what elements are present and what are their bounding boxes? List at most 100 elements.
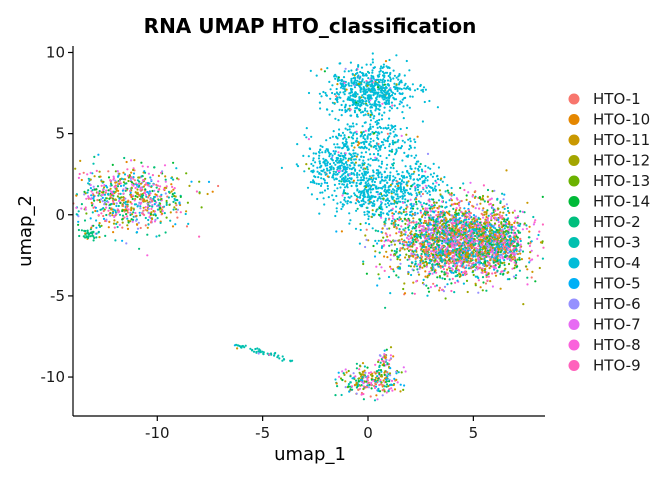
data-point bbox=[358, 195, 361, 199]
data-point bbox=[362, 90, 365, 93]
data-point bbox=[448, 193, 451, 196]
data-point bbox=[122, 199, 125, 202]
data-point bbox=[362, 260, 365, 263]
data-point bbox=[526, 276, 529, 279]
data-point bbox=[326, 184, 329, 188]
data-point bbox=[77, 210, 80, 213]
data-point bbox=[324, 173, 327, 176]
data-point bbox=[363, 142, 366, 146]
data-point bbox=[445, 271, 448, 274]
data-point bbox=[103, 199, 106, 202]
data-point bbox=[414, 262, 417, 265]
data-point bbox=[486, 188, 490, 192]
data-point bbox=[366, 84, 369, 87]
data-point bbox=[384, 203, 387, 206]
data-point bbox=[349, 153, 353, 156]
data-point bbox=[450, 192, 453, 195]
data-point bbox=[160, 198, 163, 201]
data-point bbox=[334, 77, 337, 80]
data-point bbox=[333, 183, 336, 186]
data-point bbox=[500, 216, 503, 219]
data-point bbox=[380, 162, 383, 165]
data-point bbox=[393, 239, 396, 242]
data-point bbox=[371, 131, 374, 134]
data-point bbox=[144, 177, 147, 180]
data-point bbox=[303, 133, 306, 137]
data-point bbox=[110, 184, 113, 187]
data-point bbox=[360, 199, 363, 202]
data-point bbox=[400, 231, 403, 234]
data-point bbox=[407, 246, 410, 249]
data-point bbox=[336, 187, 339, 190]
data-point bbox=[92, 206, 95, 209]
data-point bbox=[458, 226, 461, 230]
data-point bbox=[367, 202, 370, 205]
data-point bbox=[89, 171, 92, 174]
data-point bbox=[458, 260, 461, 263]
data-point bbox=[124, 182, 127, 185]
data-point bbox=[434, 285, 437, 288]
data-point bbox=[404, 96, 407, 99]
data-point bbox=[472, 217, 475, 220]
data-point bbox=[327, 196, 330, 199]
data-point bbox=[455, 218, 458, 221]
data-point bbox=[431, 263, 434, 266]
data-point bbox=[163, 164, 167, 167]
data-point bbox=[354, 72, 357, 76]
data-point bbox=[340, 152, 343, 155]
data-point bbox=[392, 143, 395, 146]
data-point bbox=[379, 67, 382, 70]
data-point bbox=[312, 159, 315, 162]
data-point bbox=[404, 191, 407, 194]
data-point bbox=[454, 215, 457, 218]
data-point bbox=[112, 222, 116, 225]
data-point bbox=[389, 128, 392, 131]
data-point bbox=[406, 247, 409, 250]
data-point bbox=[422, 86, 426, 89]
data-point bbox=[337, 151, 340, 154]
data-point bbox=[472, 231, 475, 234]
data-point bbox=[388, 145, 391, 148]
data-point bbox=[459, 206, 462, 210]
cell-cluster bbox=[332, 108, 419, 175]
data-point bbox=[89, 187, 92, 190]
data-point bbox=[419, 84, 422, 88]
data-point bbox=[534, 219, 537, 222]
data-point bbox=[116, 185, 120, 188]
data-point bbox=[424, 253, 427, 256]
data-point bbox=[419, 201, 422, 204]
data-point bbox=[377, 159, 380, 162]
data-point bbox=[427, 254, 430, 258]
data-point bbox=[440, 242, 444, 245]
data-point bbox=[441, 180, 444, 183]
data-point bbox=[390, 190, 393, 193]
data-point bbox=[541, 257, 545, 260]
data-point bbox=[428, 222, 431, 225]
data-point bbox=[447, 191, 450, 194]
data-point bbox=[338, 146, 341, 149]
data-point bbox=[154, 193, 157, 196]
data-point bbox=[380, 176, 383, 179]
data-point bbox=[123, 173, 127, 176]
data-point bbox=[402, 192, 405, 195]
data-point bbox=[364, 151, 368, 154]
data-point bbox=[364, 113, 367, 116]
data-point bbox=[393, 243, 396, 246]
data-point bbox=[479, 202, 482, 205]
data-point bbox=[147, 192, 150, 195]
data-point bbox=[332, 170, 335, 173]
data-point bbox=[467, 212, 470, 215]
data-point bbox=[438, 189, 441, 192]
data-point bbox=[400, 212, 403, 215]
data-point bbox=[391, 219, 394, 223]
data-point bbox=[117, 210, 120, 214]
data-point bbox=[347, 159, 350, 162]
data-point bbox=[360, 66, 364, 69]
data-point bbox=[435, 214, 438, 217]
data-point bbox=[432, 242, 435, 245]
data-point bbox=[329, 152, 332, 155]
data-point bbox=[425, 186, 428, 189]
data-point bbox=[430, 186, 434, 189]
data-point bbox=[432, 264, 435, 267]
data-point bbox=[365, 177, 368, 180]
